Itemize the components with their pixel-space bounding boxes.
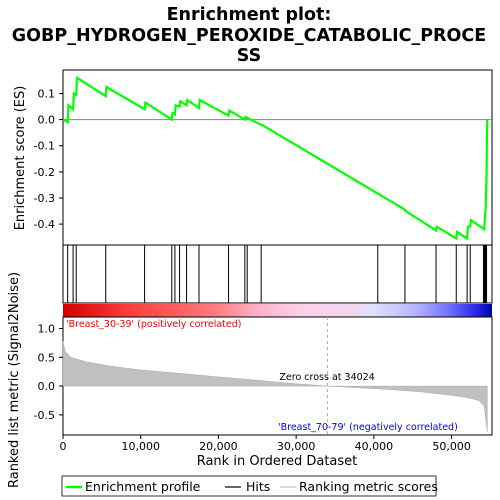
x-axis-label: Rank in Ordered Dataset bbox=[197, 454, 358, 469]
metric-x-ticks: 0 10,000 20,000 30,000 40,000 50,000 bbox=[60, 435, 471, 453]
metric-y-tick-label: 0.0 bbox=[38, 380, 56, 393]
metric-y-tick-label: 0.5 bbox=[38, 351, 56, 364]
enrichment-profile-line bbox=[62, 75, 489, 241]
x-tick-label: 40,000 bbox=[355, 440, 394, 453]
metric-y-axis-label: Ranked list metric (Signal2Noise) bbox=[7, 272, 22, 488]
hits-panel-frame bbox=[62, 244, 493, 304]
metric-panel: -0.5 0.0 0.5 1.0 0 10,000 20,000 30,000 40,000 5… bbox=[7, 272, 493, 488]
es-y-ticks: -0.4 -0.3 -0.2 -0.1 0.0 0.1 bbox=[34, 88, 63, 231]
figure-title-line1: Enrichment plot: bbox=[167, 5, 332, 25]
metric-y-ticks: -0.5 0.0 0.5 1.0 bbox=[34, 323, 63, 422]
legend: Enrichment profile Hits Ranking metric s… bbox=[61, 475, 438, 497]
x-tick-label: 20,000 bbox=[199, 440, 238, 453]
metric-y-tick-label: -0.5 bbox=[34, 409, 55, 422]
legend-enrichment-label: Enrichment profile bbox=[85, 479, 201, 494]
es-y-axis-label: Enrichment score (ES) bbox=[13, 86, 28, 231]
es-y-tick-label: 0.1 bbox=[38, 88, 56, 101]
x-tick-label: 30,000 bbox=[277, 440, 316, 453]
rank-color-bar bbox=[63, 304, 492, 317]
legend-frame bbox=[61, 475, 437, 497]
es-y-tick-label: -0.3 bbox=[34, 192, 55, 205]
hits-panel bbox=[62, 244, 493, 304]
es-y-tick-label: -0.2 bbox=[34, 166, 55, 179]
legend-hits-label: Hits bbox=[246, 479, 270, 494]
x-tick-label: 50,000 bbox=[432, 440, 471, 453]
figure-title-line2: GOBP_HYDROGEN_PEROXIDE_CATABOLIC_PROCE bbox=[12, 26, 486, 46]
hits-marks bbox=[67, 245, 488, 303]
ranking-metric-area bbox=[62, 341, 488, 433]
figure-title-line3: SS bbox=[237, 46, 261, 66]
legend-metric-label: Ranking metric scores bbox=[299, 479, 438, 494]
es-y-tick-label: 0.0 bbox=[38, 114, 56, 127]
rank-color-gradient bbox=[63, 304, 492, 317]
es-panel-frame bbox=[62, 69, 493, 246]
positive-correlation-label: 'Breast_30-39' (positively correlated) bbox=[66, 319, 242, 330]
es-panel: -0.4 -0.3 -0.2 -0.1 0.0 0.1 Enrichment score … bbox=[13, 69, 493, 246]
es-y-tick-label: -0.1 bbox=[34, 140, 55, 153]
x-tick-label: 0 bbox=[60, 440, 67, 453]
metric-y-tick-label: 1.0 bbox=[38, 323, 56, 336]
zero-cross-label: Zero cross at 34024 bbox=[279, 372, 374, 383]
x-tick-label: 10,000 bbox=[121, 440, 160, 453]
es-y-tick-label: -0.4 bbox=[34, 218, 55, 231]
negative-correlation-label: 'Breast_70-79' (negatively correlated) bbox=[278, 422, 458, 433]
